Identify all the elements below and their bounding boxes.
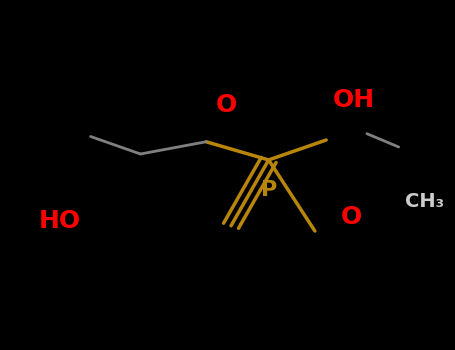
Text: CH₃: CH₃ xyxy=(405,192,445,211)
Text: P: P xyxy=(261,180,277,200)
Text: O: O xyxy=(340,205,362,229)
Text: O: O xyxy=(216,93,237,117)
Text: OH: OH xyxy=(333,88,375,112)
Text: HO: HO xyxy=(39,209,81,232)
